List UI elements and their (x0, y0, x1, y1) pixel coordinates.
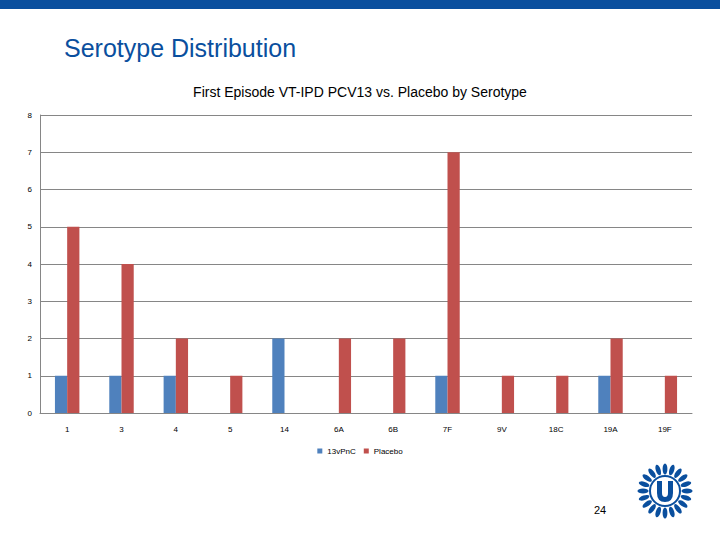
html-text:Serotype Distribution: Serotype Distribution (64, 34, 297, 62)
svg-text:3: 3 (28, 297, 33, 306)
svg-text:7F: 7F (443, 425, 452, 434)
svg-text:1: 1 (65, 425, 70, 434)
svg-text:6: 6 (28, 185, 33, 194)
svg-text:First Episode VT-IPD PCV13 vs.: First Episode VT-IPD PCV13 vs. Placebo b… (193, 84, 527, 100)
svg-text:8: 8 (28, 111, 33, 120)
svg-text:19F: 19F (658, 425, 672, 434)
svg-text:7: 7 (28, 148, 33, 157)
svg-text:6A: 6A (334, 425, 344, 434)
svg-text:9V: 9V (497, 425, 507, 434)
svg-text:2: 2 (28, 334, 33, 343)
svg-text:5: 5 (228, 425, 233, 434)
svg-text:18C: 18C (549, 425, 564, 434)
svg-text:1: 1 (28, 371, 33, 380)
svg-text:3: 3 (119, 425, 124, 434)
svg-text:4: 4 (174, 425, 179, 434)
svg-text:0: 0 (28, 409, 33, 418)
svg-text:19A: 19A (603, 425, 618, 434)
svg-text:6B: 6B (388, 425, 398, 434)
svg-text:5: 5 (28, 222, 33, 231)
svg-text:13vPnC: 13vPnC (327, 447, 356, 456)
svg-text:4: 4 (28, 260, 33, 269)
svg-text:14: 14 (280, 425, 289, 434)
html-text:24: 24 (593, 504, 607, 516)
svg-text:Placebo: Placebo (374, 447, 403, 456)
